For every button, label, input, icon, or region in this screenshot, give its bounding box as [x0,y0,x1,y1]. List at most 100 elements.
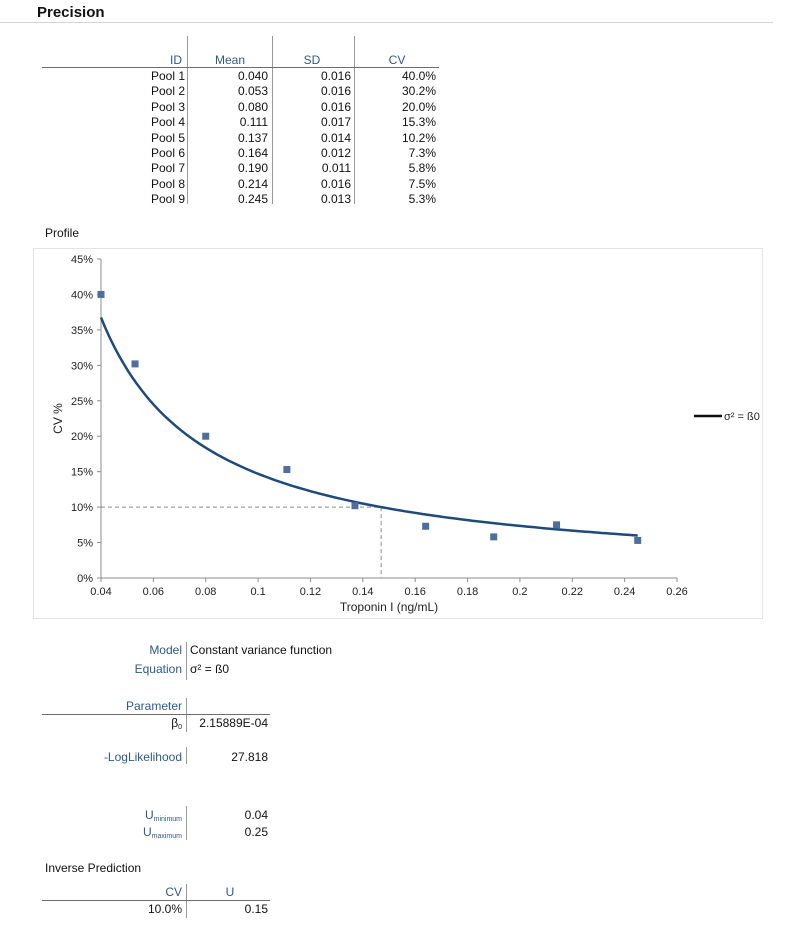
cell-cv: 40.0% [401,69,436,83]
cell-id: Pool 3 [150,99,185,114]
fitted-curve [99,317,638,537]
y-tick-label: 5% [77,538,93,550]
x-tick-label: 0.1 [250,586,265,598]
cell-sd: 0.016 [320,176,351,191]
column-header-cv: CV [388,53,406,67]
data-point [202,432,210,440]
cell-cv: 20.0% [401,99,436,114]
x-tick-label: 0.06 [143,586,164,598]
x-tick-label: 0.16 [404,586,425,598]
column-header-sd: SD [303,53,321,67]
page-title: Precision [37,4,105,21]
cell-sd: 0.017 [320,115,351,130]
x-tick-label: 0.14 [352,586,373,598]
cell-sd: 0.011 [321,161,351,176]
precision-table: ID Mean SD CV Pool 1 0.040 0.016 40.0% Pool … [42,36,439,207]
column-header-id: ID [170,53,182,67]
cell-id: Pool 2 [150,84,185,99]
y-tick-label: 45% [71,254,93,266]
data-point [422,522,430,530]
parameter-value: 2.15889E-04 [199,716,268,730]
cell-cv: 15.3% [401,115,436,130]
cell-mean: 0.053 [237,84,268,99]
loglikelihood-value: 27.818 [231,750,268,764]
cell-mean: 0.245 [237,192,268,207]
u-minimum-label: Uminimum [144,808,182,823]
cell-id: Pool 4 [150,115,185,130]
profile-label: Profile [45,226,80,240]
table-divider [187,36,188,204]
parameter-header: Parameter [125,699,182,713]
parameter-divider [186,698,187,732]
x-tick-label: 0.18 [457,586,478,598]
x-tick-label: 0.22 [562,586,583,598]
x-tick-label: 0.2 [512,586,527,598]
cell-mean: 0.190 [237,161,268,176]
data-point [351,502,359,510]
inverse-u-value: 0.15 [244,902,268,916]
cell-mean: 0.111 [239,115,268,130]
data-point [283,466,291,474]
cell-sd: 0.016 [320,99,351,114]
data-point [131,360,139,368]
x-tick-label: 0.04 [90,586,111,598]
cell-id: Pool 1 [150,69,185,83]
cell-cv: 7.5% [408,176,436,191]
cell-cv: 5.8% [408,161,436,176]
model-divider [186,642,187,680]
y-tick-label: 35% [71,325,93,337]
cell-mean: 0.164 [237,146,268,160]
loglikelihood-label: -LogLikelihood [103,750,182,764]
cell-id: Pool 9 [150,192,185,207]
u-maximum-label: Umaximum [142,825,182,840]
data-point [97,290,105,298]
cell-mean: 0.214 [237,176,268,191]
x-tick-label: 0.08 [195,586,216,598]
model-label: Model [149,643,182,657]
y-tick-label: 30% [71,360,93,372]
data-point [553,521,561,529]
y-axis-label: CV % [51,403,65,434]
cell-sd: 0.016 [320,69,351,83]
inverse-header-rule [42,900,270,901]
cell-sd: 0.012 [320,146,351,160]
legend-label: σ² = ß0 [724,411,760,423]
inverse-prediction-label: Inverse Prediction [45,861,142,875]
cell-cv: 5.3% [408,192,436,207]
data-point [490,533,498,541]
table-divider [272,36,273,204]
y-tick-label: 40% [71,289,93,301]
cell-id: Pool 6 [150,146,185,160]
cell-sd: 0.014 [320,130,351,145]
y-tick-label: 20% [71,431,93,443]
x-axis-label: Troponin I (ng/mL) [340,600,438,614]
cell-id: Pool 8 [150,176,185,191]
inverse-header-cv: CV [165,885,182,899]
u-maximum-value: 0.25 [244,825,268,839]
cell-cv: 7.3% [408,146,436,160]
chart-frame: 0% 5% 10% 15% 20% 25% 30% 35% 40% 45% 0.04 0.06 0.08… [33,248,763,619]
equation-label: Equation [134,662,182,676]
profile-chart: 0% 5% 10% 15% 20% 25% 30% 35% 40% 45% 0.04 0.06 0.08… [51,254,760,614]
cell-mean: 0.137 [237,130,268,145]
y-tick-label: 0% [77,573,93,585]
inverse-divider [186,884,187,918]
u-range-divider [186,806,187,840]
equation-value: σ² = ß0 [190,662,230,676]
model-value: Constant variance function [190,643,333,657]
y-tick-label: 25% [71,396,93,408]
inverse-cv-value: 10.0% [147,902,182,916]
x-tick-label: 0.26 [666,586,687,598]
data-point [634,536,642,544]
cell-id: Pool 5 [150,130,185,145]
cell-cv: 30.2% [401,84,436,99]
column-header-mean: Mean [214,53,246,67]
x-tick-label: 0.12 [300,586,321,598]
cell-sd: 0.016 [320,84,351,99]
x-tick-label: 0.24 [614,586,635,598]
title-rule [0,22,773,23]
y-tick-label: 10% [71,502,93,514]
table-divider [354,36,355,204]
parameter-name: β0 [171,716,182,731]
u-minimum-value: 0.04 [244,808,268,822]
